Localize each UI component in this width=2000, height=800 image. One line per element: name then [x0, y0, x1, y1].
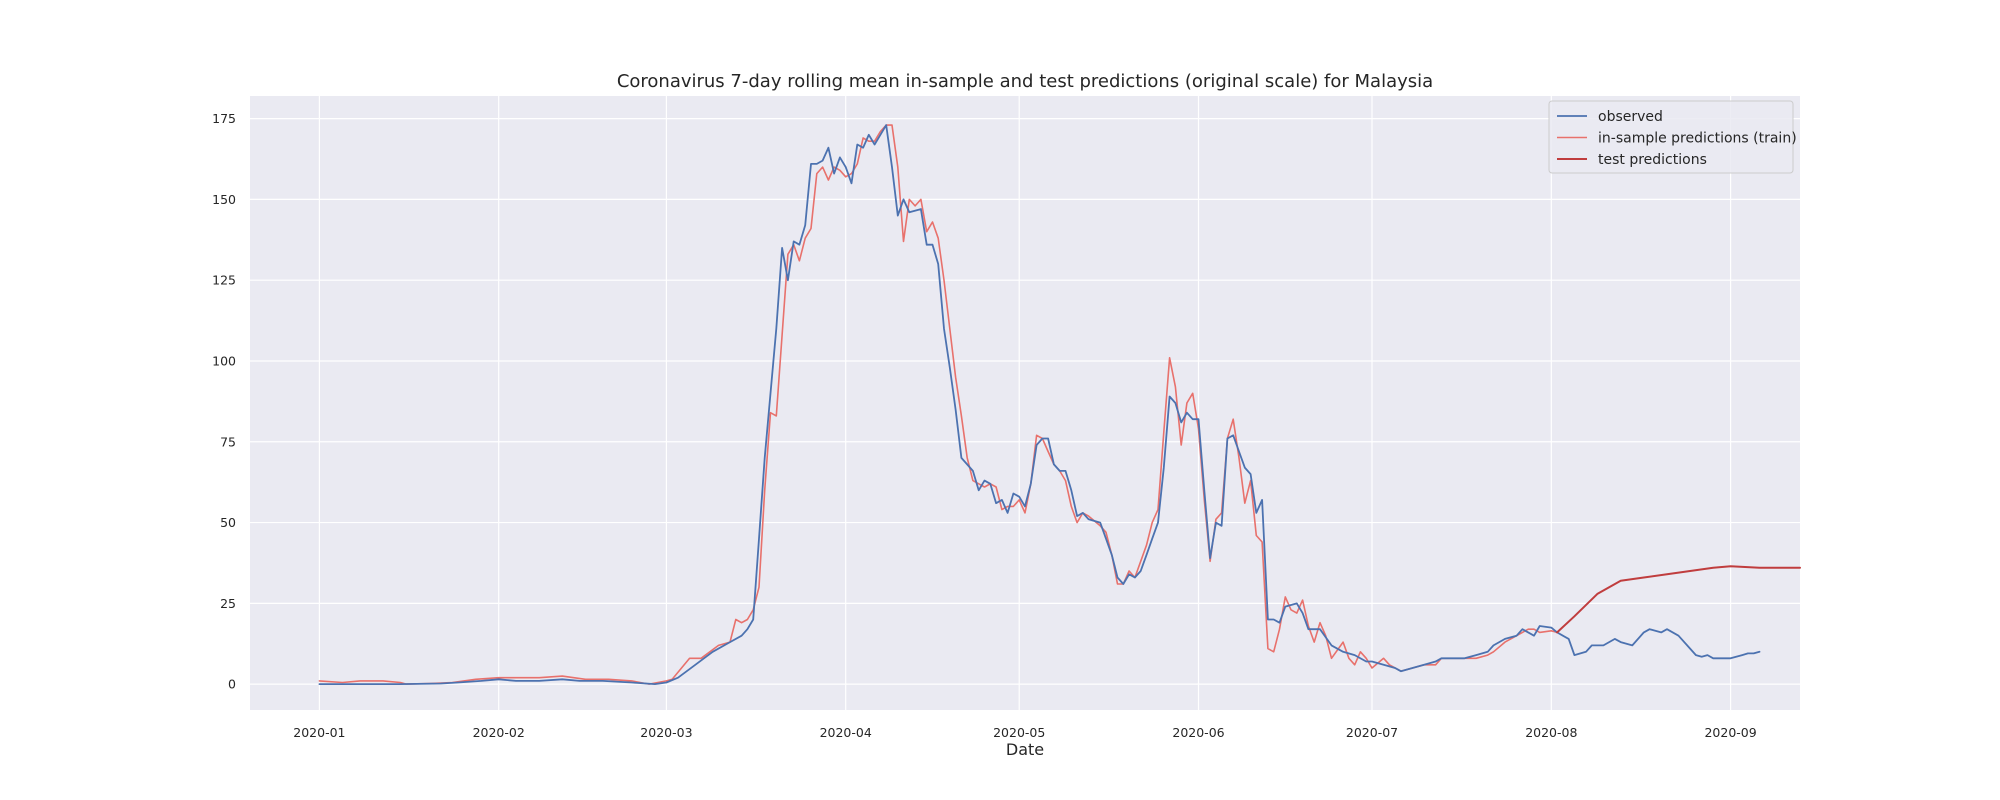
y-tick-label: 0	[228, 677, 236, 692]
legend: observed in-sample predictions (train) tes…	[1548, 100, 1797, 174]
legend-label: test predictions	[1598, 152, 1707, 168]
legend-label: in-sample predictions (train)	[1598, 131, 1797, 147]
x-tick-label: 2020-08	[1525, 725, 1577, 740]
grid-lines	[250, 96, 1800, 710]
plot-area	[250, 96, 1800, 710]
x-axis: 2020-01 2020-02 2020-03 2020-04 2020-05 2020-…	[293, 725, 1756, 740]
x-tick-label: 2020-06	[1172, 725, 1224, 740]
y-tick-label: 50	[220, 515, 236, 530]
x-tick-label: 2020-07	[1346, 725, 1398, 740]
y-tick-label: 125	[212, 273, 236, 288]
series-layer	[318, 124, 1801, 685]
x-tick-label: 2020-05	[993, 725, 1045, 740]
x-tick-label: 2020-02	[473, 725, 525, 740]
legend-label: observed	[1598, 109, 1663, 125]
x-tick-label: 2020-01	[293, 725, 345, 740]
series-line-2	[1556, 565, 1801, 634]
y-tick-label: 175	[212, 111, 236, 126]
x-tick-label: 2020-04	[820, 725, 872, 740]
x-tick-label: 2020-09	[1704, 725, 1756, 740]
y-tick-label: 150	[212, 192, 236, 207]
x-axis-label: Date	[1006, 740, 1044, 759]
chart-title: Coronavirus 7-day rolling mean in-sample…	[617, 71, 1433, 92]
y-tick-label: 100	[212, 353, 236, 368]
y-tick-label: 25	[220, 596, 236, 611]
x-tick-label: 2020-03	[640, 725, 692, 740]
y-tick-label: 75	[220, 434, 236, 449]
legend-box	[1548, 100, 1794, 174]
y-axis: 0 25 50 75 100 125 150 175	[212, 111, 236, 692]
series-line-0	[318, 124, 1761, 685]
